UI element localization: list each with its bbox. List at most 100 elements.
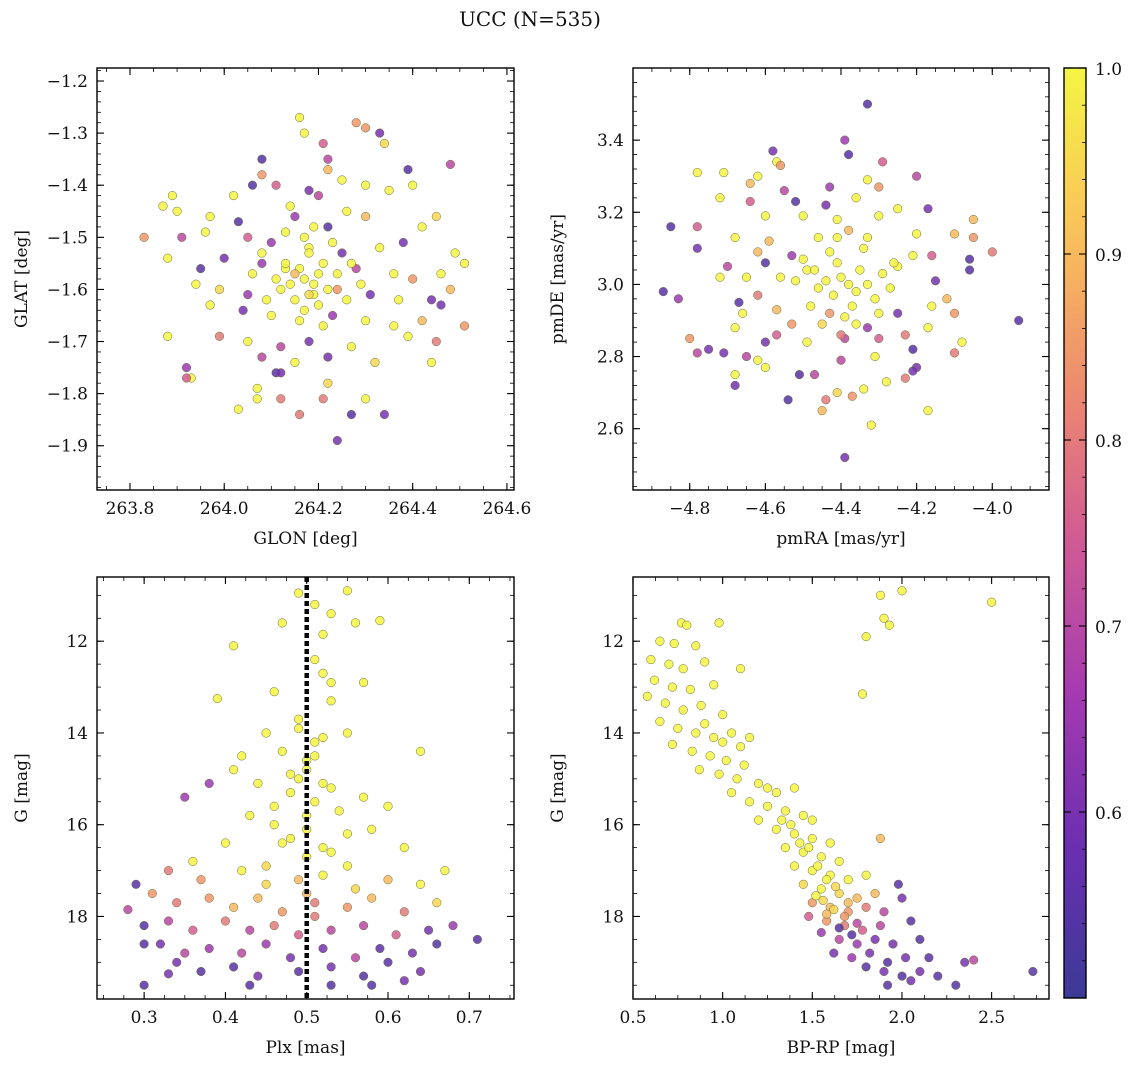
data-point (843, 875, 853, 885)
data-point (346, 258, 356, 268)
data-point (342, 902, 352, 912)
data-point (804, 911, 814, 921)
data-point (245, 980, 255, 990)
axes-frame (96, 576, 515, 1000)
data-point (290, 269, 300, 279)
data-point (323, 352, 333, 362)
data-point (318, 258, 328, 268)
panel-glon-glat: 263.8 264.0 264.2 264.4 264.6 −1.9 −1.8 −1.7 −1.… (12, 67, 531, 549)
y-tick-label: 16 (66, 816, 88, 836)
panel-bprp-g: 0.5 1.0 1.5 2.0 2.5 12 14 16 18 BP-RP [mag] G [mag… (548, 576, 1050, 1058)
data-point (825, 182, 835, 192)
data-point (252, 383, 262, 393)
data-point (375, 243, 385, 253)
data-point (294, 930, 304, 940)
data-point (762, 783, 773, 793)
data-point (163, 969, 174, 979)
data-point (304, 248, 314, 258)
data-point (139, 939, 149, 949)
data-point (908, 366, 918, 376)
data-point (821, 276, 831, 286)
data-point (834, 856, 844, 866)
data-point (459, 258, 470, 268)
data-point (299, 128, 309, 138)
colorbar-gradient (1064, 68, 1086, 998)
data-point (843, 898, 853, 908)
data-point (813, 232, 823, 243)
data-point (787, 319, 797, 329)
data-point (930, 276, 941, 286)
data-point (795, 838, 805, 848)
data-point (816, 852, 826, 862)
data-point (326, 696, 336, 706)
data-point (294, 774, 304, 784)
data-point (900, 373, 910, 383)
data-point (968, 232, 978, 243)
data-point (730, 370, 740, 380)
data-point (987, 597, 997, 607)
data-point (760, 258, 770, 268)
data-point (375, 128, 385, 138)
data-point (741, 351, 752, 362)
data-point (719, 348, 729, 358)
x-tick-label: −4.4 (820, 499, 861, 519)
data-point (704, 344, 714, 354)
data-point (304, 185, 314, 195)
data-point (883, 980, 893, 990)
data-point (714, 769, 724, 779)
data-point (772, 305, 782, 315)
data-point (448, 921, 458, 931)
data-point (351, 118, 361, 128)
data-point (326, 609, 336, 619)
data-point (261, 861, 271, 871)
colorbar-tick-label: 1.0 (1095, 60, 1122, 80)
data-point (700, 657, 710, 667)
data-point (851, 319, 861, 329)
data-point (266, 237, 276, 248)
data-point (350, 953, 361, 963)
data-point (753, 290, 763, 300)
data-point (924, 953, 934, 963)
data-point (407, 948, 417, 958)
data-point (709, 732, 719, 743)
data-point (816, 884, 826, 894)
data-point (847, 953, 857, 963)
data-point (908, 344, 918, 354)
data-point (290, 357, 300, 367)
data-point (309, 222, 319, 232)
data-point (309, 279, 319, 289)
data-point (642, 691, 652, 701)
x-tick-label: 0.5 (293, 1008, 320, 1028)
panel-plx-g: 0.3 0.4 0.5 0.6 0.7 12 14 16 18 Plx [mas] G [mag] (12, 576, 515, 1058)
y-tick-label: 2.6 (597, 420, 624, 440)
data-point (318, 843, 328, 853)
data-point (949, 348, 960, 358)
data-point (342, 295, 352, 305)
data-point (696, 700, 706, 710)
data-point (391, 930, 401, 940)
data-point (299, 232, 309, 242)
data-point (927, 251, 937, 261)
data-point (678, 705, 688, 715)
data-point (818, 895, 828, 905)
data-point (736, 664, 746, 674)
data-point (253, 893, 263, 903)
data-point (163, 253, 173, 263)
data-point (257, 352, 267, 362)
data-point (177, 232, 187, 242)
data-point (692, 243, 702, 253)
data-point (783, 395, 793, 405)
data-point (181, 363, 192, 373)
data-point (682, 620, 692, 630)
data-point (923, 204, 933, 214)
y-tick-label: 18 (602, 907, 624, 927)
data-point (158, 201, 168, 211)
data-point (318, 629, 328, 639)
data-point (923, 323, 933, 333)
data-point (205, 300, 215, 310)
data-point (408, 180, 418, 190)
data-point (862, 279, 873, 289)
data-point (285, 279, 295, 289)
y-tick-label: 12 (602, 632, 624, 652)
data-point (692, 168, 702, 178)
